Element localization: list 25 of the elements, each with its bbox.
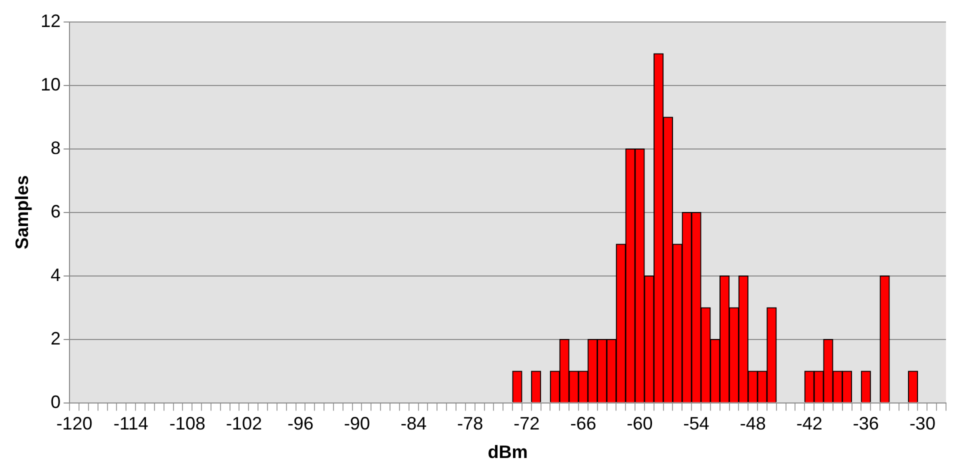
x-tick-label: -36 bbox=[852, 414, 879, 434]
x-tick-label: -84 bbox=[400, 414, 427, 434]
x-axis-title: dBm bbox=[488, 442, 528, 462]
x-tick-label: -120 bbox=[56, 414, 92, 434]
x-tick-label: -114 bbox=[114, 414, 148, 434]
y-tick-label: 12 bbox=[40, 10, 61, 31]
x-tick-label: -48 bbox=[740, 414, 766, 434]
y-tick-label: 0 bbox=[50, 392, 61, 412]
y-tick-label: 6 bbox=[50, 201, 61, 222]
y-tick-label: 2 bbox=[50, 328, 61, 348]
x-tick-label: -96 bbox=[287, 414, 314, 434]
y-tick-label: 8 bbox=[50, 138, 61, 158]
x-tick-label: -66 bbox=[570, 414, 596, 434]
x-tick-label: -30 bbox=[909, 414, 936, 434]
x-tick-label: -72 bbox=[514, 414, 540, 434]
x-tick-label: -60 bbox=[626, 414, 653, 434]
y-tick-label: 4 bbox=[50, 264, 61, 285]
y-tick-label: 10 bbox=[40, 74, 61, 94]
x-tick-label: -78 bbox=[457, 414, 484, 434]
x-tick-label: -108 bbox=[169, 414, 206, 434]
x-tick-label: -90 bbox=[344, 414, 370, 434]
x-tick-label: -42 bbox=[796, 414, 822, 434]
x-tick-label: -102 bbox=[226, 414, 262, 434]
y-axis-title: Samples bbox=[12, 175, 32, 250]
x-tick-label: -54 bbox=[683, 414, 710, 434]
